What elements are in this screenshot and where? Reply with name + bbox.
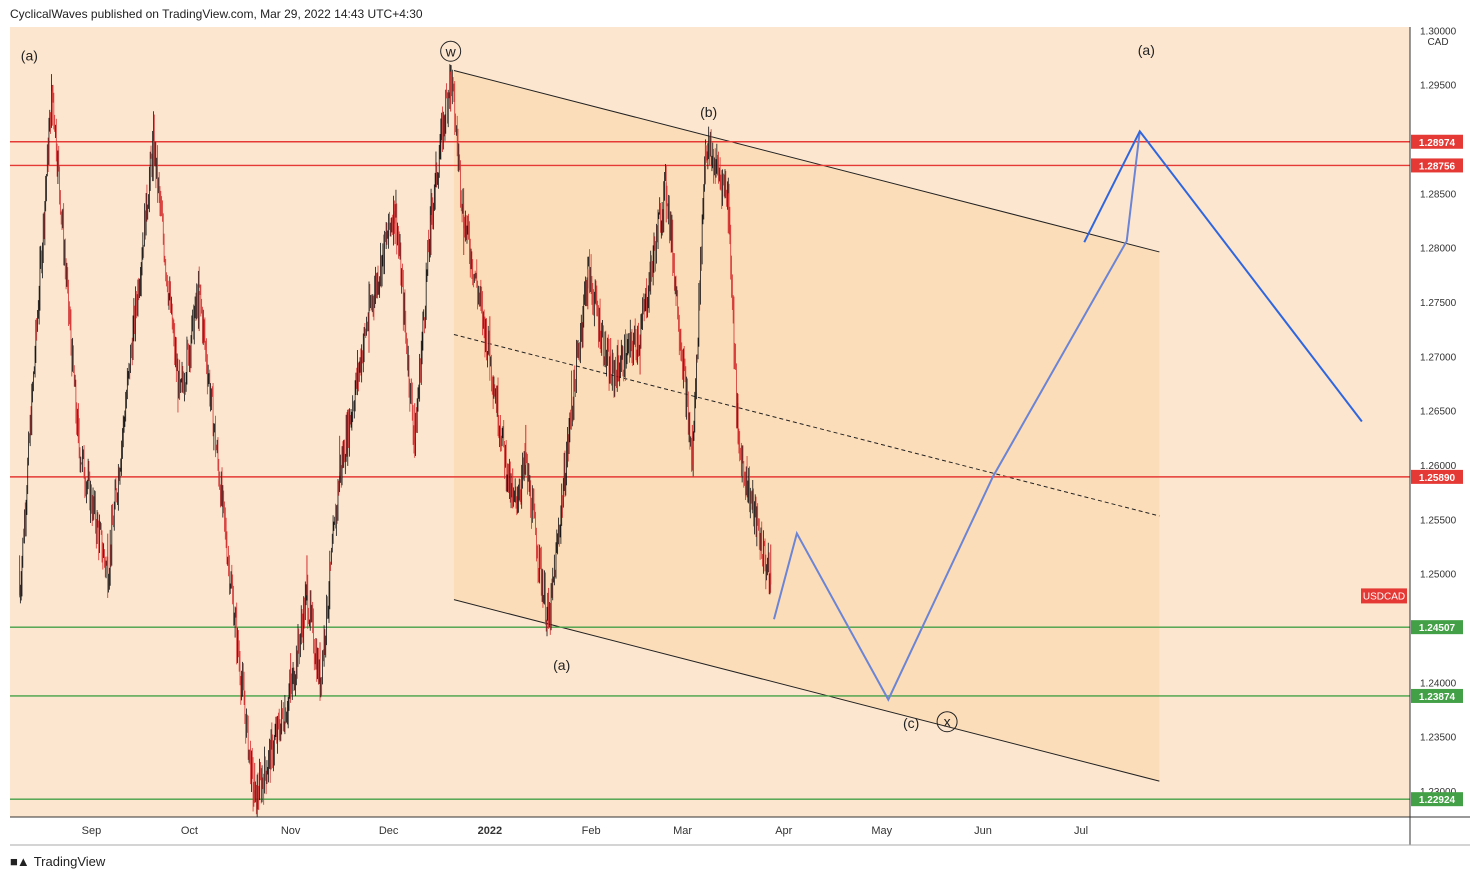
y-tick-label: 1.28500 [1420, 189, 1457, 200]
y-tick-label: 1.28000 [1420, 244, 1457, 255]
y-tick-label: 1.25500 [1420, 515, 1457, 526]
level-badge-label: 1.23874 [1419, 692, 1456, 703]
y-tick-label: 1.26500 [1420, 407, 1457, 418]
level-badge-label: 1.22924 [1419, 795, 1456, 806]
channel-upper-line [453, 69, 1160, 253]
wave-label-circle [936, 711, 958, 733]
y-tick-label: 1.25000 [1420, 570, 1457, 581]
level-badge [1411, 158, 1463, 173]
y-tick-label: 1.27000 [1420, 352, 1457, 363]
level-lines-layer [10, 141, 1410, 800]
wave-label: w [445, 43, 457, 59]
wave-label: (a) [21, 48, 38, 64]
symbol-badge [1361, 588, 1407, 604]
x-tick-label: Dec [379, 825, 399, 837]
x-tick-label: 2022 [478, 825, 502, 837]
projection-small-path [773, 131, 1141, 702]
candles-layer [19, 64, 772, 823]
footer-brand: TradingView [33, 854, 106, 869]
tradingview-logo-icon: ■▲ [10, 854, 30, 869]
wave-label-circle [440, 40, 462, 62]
y-tick-label: 1.23500 [1420, 733, 1457, 744]
wave-label: (c) [903, 715, 919, 731]
wave-label: (a) [1138, 42, 1155, 58]
y-tick-label: 1.29500 [1420, 81, 1457, 92]
channel-lower-line [453, 599, 1160, 782]
x-tick-label: Nov [281, 825, 301, 837]
projection-big-path [1083, 129, 1363, 423]
publisher-caption: CyclicalWaves published on TradingView.c… [10, 7, 423, 21]
level-badge-label: 1.28756 [1419, 161, 1456, 172]
level-badge-label: 1.24507 [1419, 623, 1456, 634]
channel-layer [453, 69, 1160, 782]
projection-layer [773, 129, 1363, 702]
price-axis-bg [1410, 0, 1478, 845]
x-tick-label: Mar [673, 825, 692, 837]
y-tick-label: 1.27500 [1420, 298, 1457, 309]
symbol-badge-label: USDCAD [1363, 591, 1405, 602]
level-badge-label: 1.25890 [1419, 473, 1456, 484]
y-tick-label: 1.24000 [1420, 678, 1457, 689]
y-tick-label: 1.26000 [1420, 461, 1457, 472]
x-tick-label: Apr [775, 825, 792, 837]
x-tick-label: Sep [82, 825, 102, 837]
channel-mid-line [453, 334, 1160, 517]
x-tick-label: Oct [181, 825, 198, 837]
level-badge [1411, 620, 1463, 635]
level-badge-label: 1.28974 [1419, 138, 1456, 149]
wave-label: x [944, 714, 951, 730]
x-tick-label: May [871, 825, 892, 837]
y-tick-label: 1.30000 [1420, 26, 1457, 37]
x-tick-label: Jun [974, 825, 992, 837]
x-tick-label: Feb [582, 825, 601, 837]
level-badge [1411, 792, 1463, 807]
footer: ■▲ TradingView [10, 854, 105, 869]
channel-fill [453, 70, 1160, 782]
level-badge [1411, 469, 1463, 484]
time-axis-bg [10, 817, 1410, 845]
axes-layer: 1.30000 1.29500 1.28500 1.28000 1.27500 1.270… [10, 0, 1478, 846]
wave-label: (b) [700, 104, 717, 120]
x-tick-label: Jul [1074, 825, 1088, 837]
level-badge [1411, 134, 1463, 149]
wave-label: (a) [553, 657, 570, 673]
currency-label: CAD [1427, 37, 1448, 48]
level-badge [1411, 688, 1463, 703]
